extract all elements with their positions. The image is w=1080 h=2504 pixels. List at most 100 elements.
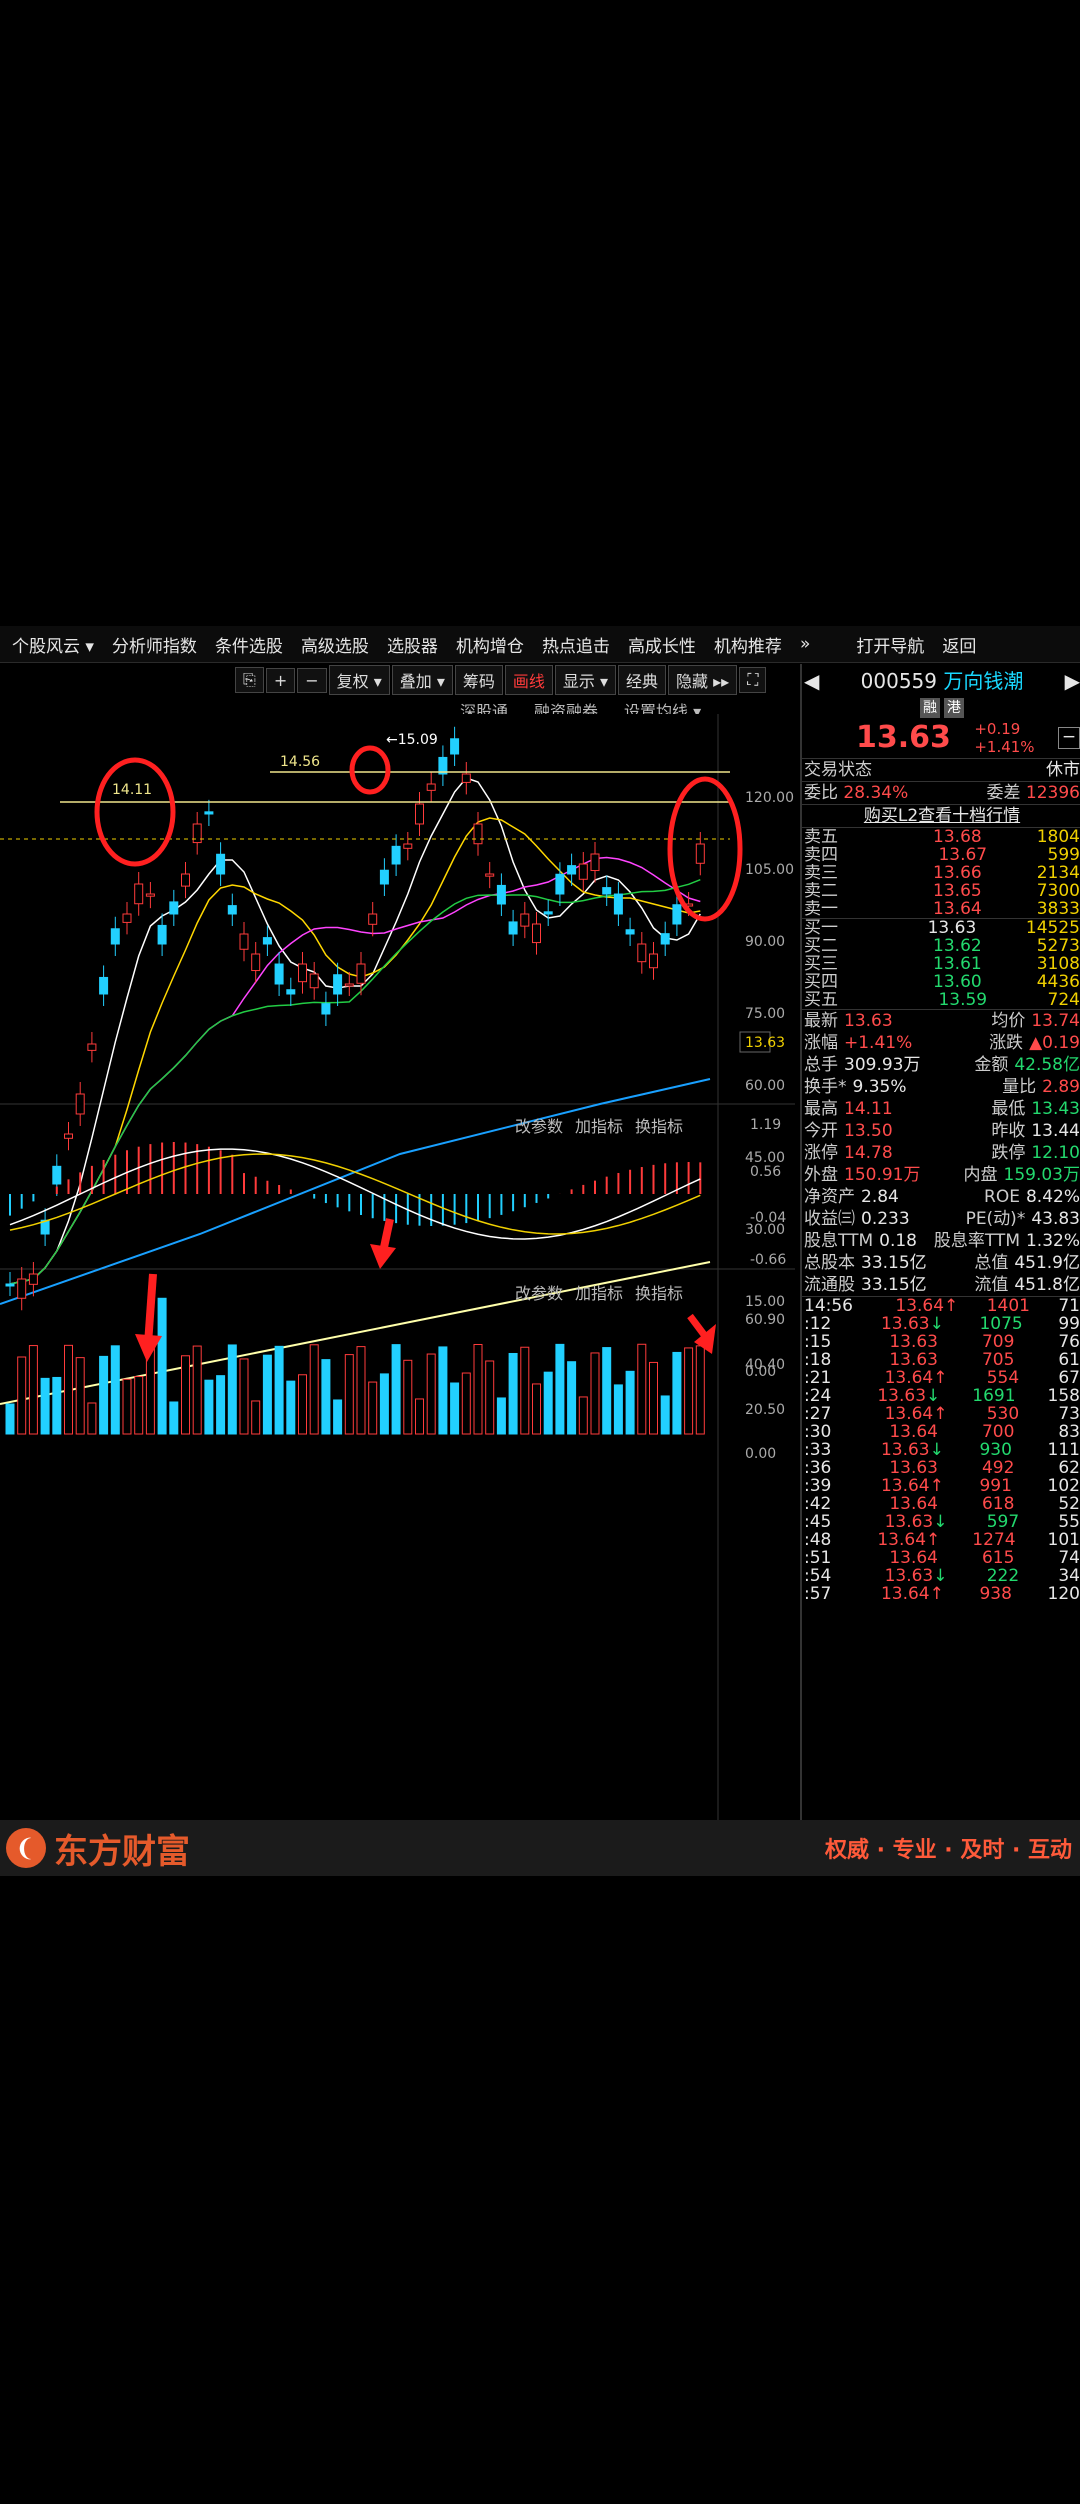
candle-body bbox=[426, 783, 436, 791]
classic-button[interactable]: 经典 bbox=[618, 665, 667, 695]
macd-change-params[interactable]: 改参数 bbox=[515, 1117, 563, 1136]
ask-row-cell: 2134 bbox=[1036, 864, 1080, 882]
ask-row: 卖五 13.68 1804 bbox=[802, 828, 1080, 846]
tick-cell: 615 bbox=[981, 1549, 1015, 1567]
undo-button[interactable]: ⎘ bbox=[235, 667, 264, 693]
quote-row: 最高 14.11 最低 13.43 bbox=[802, 1098, 1080, 1120]
price-axis-tick: 15.00 bbox=[745, 1294, 785, 1310]
bid-row-cell: 13.61 bbox=[933, 955, 982, 973]
menu-selector[interactable]: 选股器 bbox=[386, 636, 438, 657]
hide-button[interactable]: 隐藏 ▸▸ bbox=[668, 665, 738, 695]
vol-add-indicator[interactable]: 加指标 bbox=[575, 1284, 623, 1303]
ma-line-5 bbox=[9, 777, 701, 1285]
zoom-in-button[interactable]: + bbox=[265, 667, 296, 693]
volume-bar bbox=[368, 1381, 378, 1435]
stock-name: 万向钱潮 bbox=[943, 669, 1024, 693]
volume-bar bbox=[649, 1361, 658, 1435]
tick-list[interactable]: 14:56 13.64↑ 1401 71:12 13.63↓ 1075 99:15 13.63… bbox=[802, 1297, 1080, 1603]
buy-l2-link[interactable]: 购买L2查看十档行情 bbox=[863, 806, 1021, 826]
tick-cell: :54 bbox=[804, 1567, 832, 1585]
quote-label: 总值 bbox=[974, 1253, 1009, 1273]
menu-recommend[interactable]: 机构推荐 bbox=[713, 636, 782, 657]
kline-chart[interactable]: 120.00 105.00 90.00 75.00 60.00 45.00 30.00 15.… bbox=[0, 714, 795, 1844]
quote-label: 昨收 bbox=[991, 1121, 1026, 1141]
candle-body bbox=[461, 773, 471, 783]
tick-cell: 111 bbox=[1047, 1441, 1080, 1459]
tick-row: :15 13.63 709 76 bbox=[802, 1333, 1080, 1351]
weibi-value: 28.34% bbox=[843, 783, 909, 803]
tick-cell: 13.64↑ bbox=[880, 1585, 944, 1603]
candle-body bbox=[204, 811, 214, 815]
fullscreen-icon[interactable]: ⛶ bbox=[739, 667, 767, 693]
quote-row: 收益㈢ 0.233 PE(动)* 43.83 bbox=[802, 1208, 1080, 1230]
volume-bar bbox=[28, 1345, 38, 1435]
tick-cell: :21 bbox=[804, 1369, 832, 1387]
menu-growth[interactable]: 高成长性 bbox=[627, 636, 696, 657]
menu-gegu[interactable]: 个股风云 ▾ bbox=[12, 636, 94, 657]
tick-cell: 71 bbox=[1058, 1297, 1080, 1315]
highlight-circle bbox=[94, 757, 176, 867]
menu-advanced[interactable]: 高级选股 bbox=[300, 636, 369, 657]
volume-bar bbox=[532, 1383, 541, 1435]
quote-label: 金额 bbox=[974, 1055, 1009, 1075]
menu-open-nav[interactable]: 打开导航 bbox=[856, 636, 925, 657]
menu-jigou[interactable]: 机构增仓 bbox=[455, 636, 524, 657]
menu-condition[interactable]: 条件选股 bbox=[214, 636, 283, 657]
menu-hotspot[interactable]: 热点追击 bbox=[541, 636, 610, 657]
next-stock-icon[interactable]: ▶ bbox=[1064, 669, 1080, 693]
volume-bar bbox=[391, 1344, 401, 1435]
macd-switch-indicator[interactable]: 换指标 bbox=[635, 1117, 683, 1136]
bid-row-cell: 724 bbox=[1047, 991, 1080, 1009]
quote-value: 0.18 bbox=[879, 1231, 917, 1251]
tick-cell: 709 bbox=[981, 1333, 1015, 1351]
tick-cell: :12 bbox=[804, 1315, 832, 1333]
candle-body bbox=[99, 976, 109, 995]
tick-row: :18 13.63 705 61 bbox=[802, 1351, 1080, 1369]
macd-axis-tick: 1.19 bbox=[750, 1117, 781, 1133]
menu-analyst[interactable]: 分析师指数 bbox=[111, 636, 197, 657]
display-button[interactable]: 显示 ▾ bbox=[554, 665, 617, 695]
candle-body bbox=[450, 738, 460, 755]
volume-bar bbox=[17, 1356, 27, 1435]
quote-value: 13.74 bbox=[1031, 1011, 1080, 1031]
quote-value: 309.93万 bbox=[844, 1055, 921, 1075]
vol-change-params[interactable]: 改参数 bbox=[515, 1284, 563, 1303]
vol-switch-indicator[interactable]: 换指标 bbox=[635, 1284, 683, 1303]
quote-value: 13.44 bbox=[1031, 1121, 1080, 1141]
fuquan-button[interactable]: 复权 ▾ bbox=[328, 665, 390, 695]
quote-label: 外盘 bbox=[804, 1165, 838, 1185]
quote-value: 159.03万 bbox=[1003, 1165, 1080, 1185]
menu-back[interactable]: 返回 bbox=[942, 636, 977, 657]
quote-label: 量比 bbox=[1002, 1077, 1037, 1097]
volume-bar bbox=[426, 1353, 436, 1435]
current-price-tag: 13.63 bbox=[745, 1035, 785, 1051]
tick-cell: :51 bbox=[804, 1549, 832, 1567]
macd-axis-tick: -0.66 bbox=[750, 1252, 786, 1268]
ask-row-cell: 13.68 bbox=[933, 828, 982, 846]
macd-add-indicator[interactable]: 加指标 bbox=[575, 1117, 623, 1136]
quote-value: 150.91万 bbox=[844, 1165, 921, 1185]
ask-row-cell: 599 bbox=[1047, 846, 1080, 864]
bid-row: 买二 13.62 5273 bbox=[802, 937, 1080, 955]
volume-bar bbox=[613, 1384, 623, 1435]
chips-button[interactable]: 筹码 bbox=[454, 665, 503, 695]
volume-bar bbox=[543, 1371, 553, 1435]
volume-bar bbox=[227, 1344, 237, 1435]
draw-button[interactable]: 画线 bbox=[504, 665, 553, 695]
quote-row: 流通股 33.15亿 流值 451.8亿 bbox=[802, 1274, 1080, 1296]
zoom-out-button[interactable]: − bbox=[297, 667, 327, 693]
tick-cell: :42 bbox=[804, 1495, 832, 1513]
candle-body bbox=[227, 905, 237, 915]
candle-body bbox=[438, 756, 448, 775]
candle-body bbox=[122, 913, 132, 923]
prev-stock-icon[interactable]: ◀ bbox=[804, 669, 820, 693]
collapse-button[interactable]: − bbox=[1057, 727, 1080, 749]
tick-cell: 991 bbox=[979, 1477, 1012, 1495]
tick-cell: 61 bbox=[1058, 1351, 1080, 1369]
menu-more[interactable]: » bbox=[799, 634, 811, 654]
volume-bar bbox=[473, 1343, 483, 1435]
tick-row: :57 13.64↑ 938 120 bbox=[802, 1585, 1080, 1603]
tick-cell: 13.64 bbox=[889, 1549, 938, 1567]
quote-value: 14.11 bbox=[844, 1099, 893, 1119]
overlay-button[interactable]: 叠加 ▾ bbox=[391, 665, 453, 695]
